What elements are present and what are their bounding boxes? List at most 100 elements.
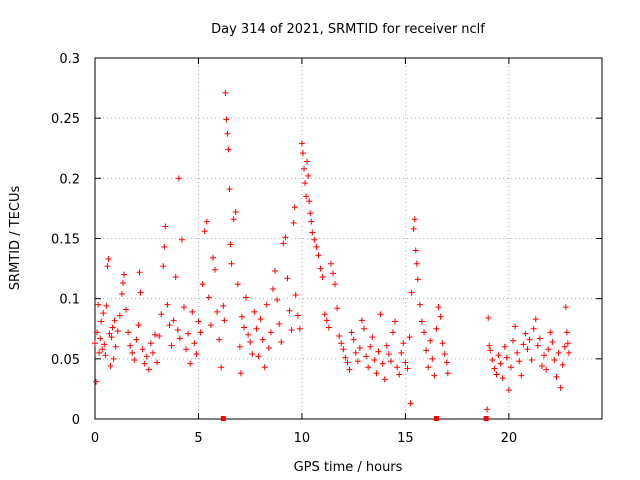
y-axis-label: SRMTID / TECUs (8, 186, 23, 291)
data-point (486, 342, 493, 349)
data-point (305, 172, 312, 179)
data-point (561, 343, 568, 350)
data-point (407, 400, 414, 407)
data-point (107, 363, 114, 370)
data-point (97, 335, 104, 342)
data-point (259, 336, 266, 343)
data-point (274, 296, 281, 303)
zero-marker (433, 416, 439, 421)
data-point (356, 345, 363, 352)
data-point (197, 329, 204, 336)
data-point (290, 219, 297, 226)
data-point (110, 355, 117, 362)
data-point (178, 236, 185, 243)
data-point (170, 317, 177, 324)
data-point (315, 252, 322, 259)
data-point (317, 265, 324, 272)
data-point (160, 263, 167, 270)
data-point (247, 338, 254, 345)
data-point (485, 314, 492, 321)
x-tick-label: 15 (397, 431, 414, 446)
data-point (245, 331, 252, 338)
data-point (284, 275, 291, 282)
data-point (120, 271, 127, 278)
data-point (526, 336, 533, 343)
data-point (236, 343, 243, 350)
data-point (342, 354, 349, 361)
data-point (551, 357, 558, 364)
data-point (294, 312, 301, 319)
data-point (183, 346, 190, 353)
x-tick-label: 10 (294, 431, 311, 446)
data-point (129, 349, 136, 356)
data-point (421, 329, 428, 336)
data-point (329, 270, 336, 277)
data-point (549, 338, 556, 345)
data-point (187, 360, 194, 367)
y-tick-label: 0.05 (51, 353, 80, 368)
data-point (543, 366, 550, 373)
data-point (225, 146, 232, 153)
data-point (408, 289, 415, 296)
data-point (193, 351, 200, 358)
data-point (413, 260, 420, 267)
data-point (545, 346, 552, 353)
data-point (269, 286, 276, 293)
data-point (251, 308, 258, 315)
data-point (338, 340, 345, 347)
data-point (280, 240, 287, 247)
data-point (218, 364, 225, 371)
x-axis-label: GPS time / hours (294, 460, 403, 475)
data-point (255, 353, 262, 360)
data-point (216, 336, 223, 343)
data-point (96, 349, 103, 356)
data-point (137, 289, 144, 296)
data-point (530, 325, 537, 332)
data-point (135, 322, 142, 329)
data-point (139, 346, 146, 353)
data-point (387, 358, 394, 365)
data-point (257, 316, 264, 323)
data-point (562, 304, 569, 311)
data-point (145, 366, 152, 373)
data-point (143, 353, 150, 360)
y-tick-label: 0.3 (59, 52, 80, 67)
y-tick-label: 0.1 (59, 293, 80, 308)
data-point (154, 359, 161, 366)
data-point (118, 290, 125, 297)
data-point (414, 276, 421, 283)
data-point (495, 352, 502, 359)
data-point (371, 357, 378, 364)
data-point (232, 209, 239, 216)
data-point (101, 341, 108, 348)
data-point (439, 340, 446, 347)
axis-ticks (94, 57, 602, 420)
data-point (131, 357, 138, 364)
data-point (377, 311, 384, 318)
data-point (180, 304, 187, 311)
data-point (147, 340, 154, 347)
data-point (311, 236, 318, 243)
data-point (350, 336, 357, 343)
data-point (302, 180, 309, 187)
data-point (104, 263, 111, 270)
data-point (507, 364, 514, 371)
data-point (304, 158, 311, 165)
data-point (514, 349, 521, 356)
data-point (223, 116, 230, 123)
data-point (301, 165, 308, 172)
data-point (501, 343, 508, 350)
data-point (522, 330, 529, 337)
data-point (172, 274, 179, 281)
data-point (336, 332, 343, 339)
data-point (100, 310, 107, 317)
data-point (541, 352, 548, 359)
data-point (272, 267, 279, 274)
data-point (292, 292, 299, 299)
data-point (361, 325, 368, 332)
data-point (444, 370, 451, 377)
data-point (278, 338, 285, 345)
data-point (348, 329, 355, 336)
data-point (306, 198, 313, 205)
data-point (199, 281, 206, 288)
